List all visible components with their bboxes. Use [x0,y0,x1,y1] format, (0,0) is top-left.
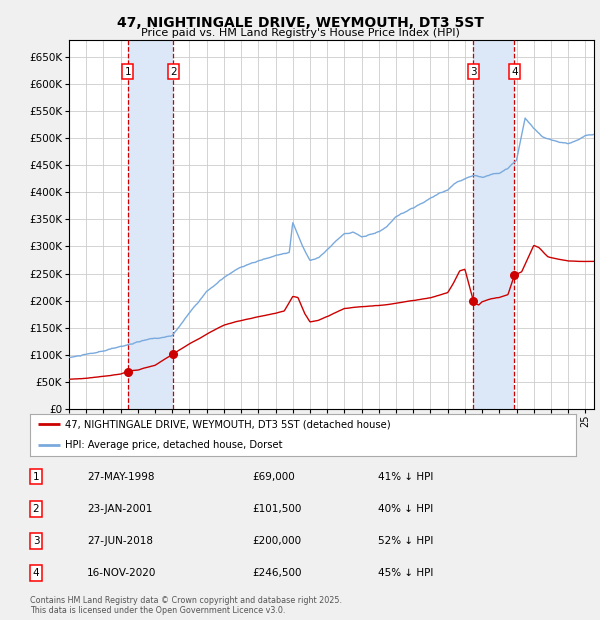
Text: £246,500: £246,500 [252,569,302,578]
Text: 1: 1 [124,67,131,77]
Text: Price paid vs. HM Land Registry's House Price Index (HPI): Price paid vs. HM Land Registry's House … [140,28,460,38]
Text: 2: 2 [170,67,176,77]
Text: £200,000: £200,000 [252,536,301,546]
Text: 3: 3 [470,67,476,77]
Text: 23-JAN-2001: 23-JAN-2001 [87,504,152,514]
Bar [473,40,514,409]
Text: 2: 2 [32,504,40,514]
Text: HPI: Average price, detached house, Dorset: HPI: Average price, detached house, Dors… [65,440,283,450]
Text: 4: 4 [32,569,40,578]
Text: 52% ↓ HPI: 52% ↓ HPI [378,536,433,546]
Text: 27-MAY-1998: 27-MAY-1998 [87,472,155,482]
Text: 41% ↓ HPI: 41% ↓ HPI [378,472,433,482]
Text: £69,000: £69,000 [252,472,295,482]
Text: 47, NIGHTINGALE DRIVE, WEYMOUTH, DT3 5ST: 47, NIGHTINGALE DRIVE, WEYMOUTH, DT3 5ST [116,16,484,30]
Text: 40% ↓ HPI: 40% ↓ HPI [378,504,433,514]
Text: 3: 3 [32,536,40,546]
Text: 1: 1 [32,472,40,482]
Text: £101,500: £101,500 [252,504,301,514]
Bar [128,40,173,409]
Text: Contains HM Land Registry data © Crown copyright and database right 2025.
This d: Contains HM Land Registry data © Crown c… [30,596,342,615]
Text: 45% ↓ HPI: 45% ↓ HPI [378,569,433,578]
Text: 47, NIGHTINGALE DRIVE, WEYMOUTH, DT3 5ST (detached house): 47, NIGHTINGALE DRIVE, WEYMOUTH, DT3 5ST… [65,419,391,429]
Text: 16-NOV-2020: 16-NOV-2020 [87,569,157,578]
Text: 27-JUN-2018: 27-JUN-2018 [87,536,153,546]
Text: 4: 4 [511,67,518,77]
